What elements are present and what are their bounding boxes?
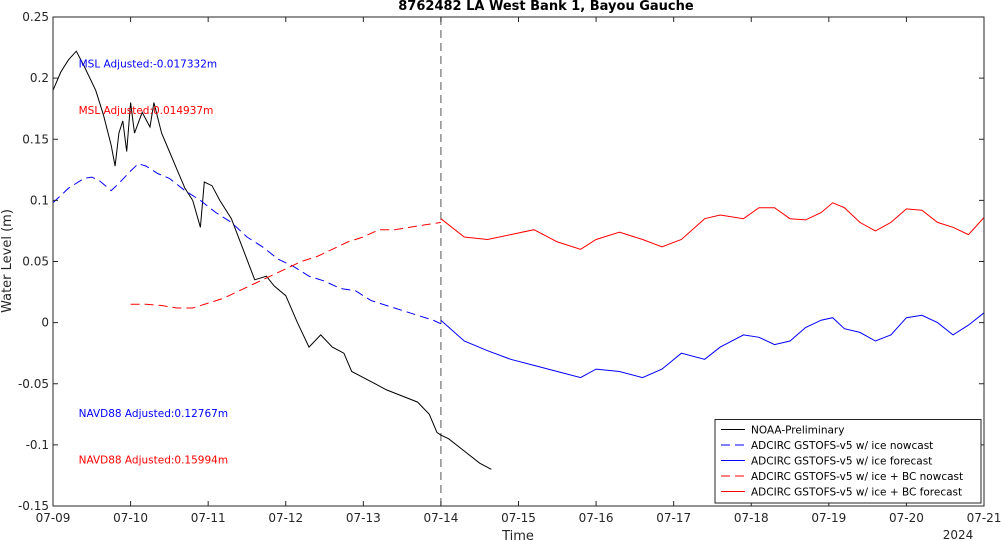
x-tick-label: 07-13 [346,511,381,525]
legend-label-1: ADCIRC GSTOFS-v5 w/ ice nowcast [751,440,933,452]
legend-label-3: ADCIRC GSTOFS-v5 w/ ice + BC nowcast [751,471,963,483]
series-line-1 [52,163,442,325]
y-tick-label: -0.1 [26,438,49,452]
y-axis-label: Water Level (m) [0,209,15,313]
legend-label-4: ADCIRC GSTOFS-v5 w/ ice + BC forecast [751,487,962,499]
x-tick-label: 07-11 [191,511,226,525]
annotations: MSL Adjusted:-0.017332m MSL Adjusted:0.01… [79,58,228,466]
x-tick-label: 07-21 [967,511,1001,525]
series-line-2 [440,312,985,379]
y-tick-label: 0.05 [22,255,49,269]
annotation-2: NAVD88 Adjusted:0.12767m [79,408,228,420]
legend-label-2: ADCIRC GSTOFS-v5 w/ ice forecast [751,456,932,468]
legend: NOAA-Preliminary ADCIRC GSTOFS-v5 w/ ice … [714,419,982,504]
x-axis-label: Time [501,529,534,541]
annotation-1: MSL Adjusted:0.014937m [79,105,214,117]
x-tick-label: 07-18 [734,511,769,525]
y-tick-label: 0.15 [22,132,49,146]
y-tick-label: 0.1 [30,193,49,207]
x-tick-label: 07-20 [889,511,924,525]
y-tick-label: 0.2 [30,71,49,85]
y-tick-label: 0 [41,316,49,330]
year-label: 2024 [943,528,974,541]
legend-label-0: NOAA-Preliminary [751,425,844,437]
x-tick-label: 07-17 [656,511,691,525]
chart-title: 8762482 LA West Bank 1, Bayou Gauche [398,0,694,14]
x-tick-label: 07-16 [579,511,614,525]
series-line-0 [52,50,492,470]
series-line-4 [440,202,985,250]
x-tick-label: 07-10 [113,511,148,525]
x-tick-label: 07-09 [36,511,71,525]
series-lines [52,50,985,470]
y-axis-ticks: 0.25 0.2 0.15 0.1 0.05 0 -0.05 -0.1 -0.15 [18,10,984,513]
y-tick-label: -0.15 [18,499,49,513]
legend-box [714,419,982,504]
annotation-0: MSL Adjusted:-0.017332m [79,58,218,70]
x-tick-label: 07-15 [501,511,536,525]
x-tick-label: 07-12 [268,511,303,525]
x-tick-label: 07-19 [811,511,846,525]
x-tick-label: 07-14 [423,511,458,525]
x-axis-ticks: 07-09 07-10 07-11 07-12 07-13 07-14 07-15 07-16… [36,17,1001,525]
annotation-3: NAVD88 Adjusted:0.15994m [79,455,228,467]
y-tick-label: -0.05 [18,377,49,391]
y-tick-label: 0.25 [22,10,49,24]
